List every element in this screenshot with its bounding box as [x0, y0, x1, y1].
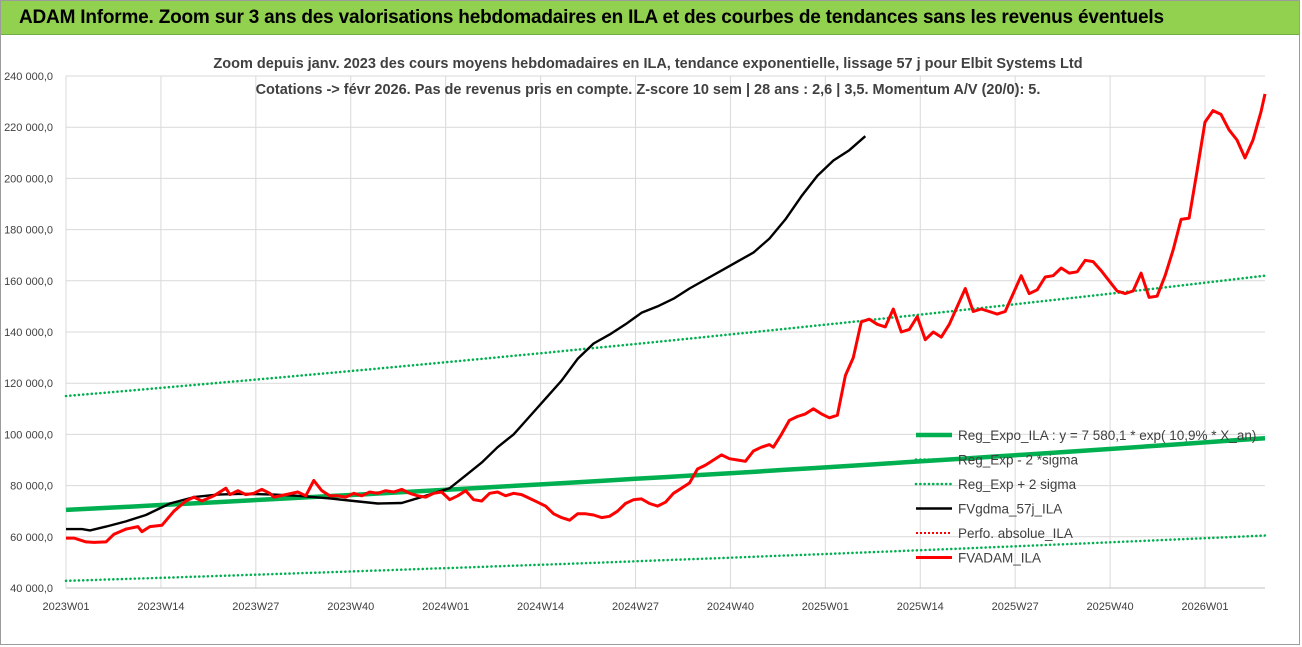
series-minus-2-sigma	[64, 534, 1267, 583]
x-tick-label: 2026W01	[1181, 601, 1228, 613]
x-tick-label: 2023W27	[232, 601, 279, 613]
legend-label-minus2: Reg_Exp - 2 *sigma	[958, 453, 1079, 468]
legend-label-reg_expo: Reg_Expo_ILA : y = 7 580,1 * exp( 10,9% …	[958, 428, 1256, 443]
legend: Reg_Expo_ILA : y = 7 580,1 * exp( 10,9% …	[914, 428, 1256, 566]
chart-title-line2: Cotations -> févr 2026. Pas de revenus p…	[256, 82, 1041, 98]
x-tick-label: 2025W01	[802, 601, 849, 613]
y-tick-label: 180 000,0	[4, 225, 53, 237]
y-axis: 40 000,0 60 000,0 80 000,0 100 000,0 120 000…	[4, 71, 53, 595]
x-tick-label: 2024W27	[612, 601, 659, 613]
x-tick-label: 2025W27	[992, 601, 1039, 613]
series-plus-2-sigma	[64, 274, 1267, 398]
y-tick-label: 100 000,0	[4, 429, 53, 441]
y-tick-label: 60 000,0	[10, 532, 53, 544]
legend-label-smooth: FVgdma_57j_ILA	[958, 502, 1062, 517]
y-tick-label: 160 000,0	[4, 276, 53, 288]
x-axis: 2023W01 2023W14 2023W27 2023W40 2024W01 2024W…	[42, 601, 1228, 613]
y-tick-label: 240 000,0	[4, 71, 53, 83]
y-tick-label: 80 000,0	[10, 481, 53, 493]
y-tick-label: 140 000,0	[4, 327, 53, 339]
series-fvadam-price	[66, 93, 1267, 544]
grid	[65, 75, 1265, 589]
x-tick-label: 2025W40	[1087, 601, 1134, 613]
x-tick-label: 2024W14	[517, 601, 564, 613]
legend-label-plus2: Reg_Exp + 2 sigma	[958, 477, 1077, 492]
series-smooth-57j	[66, 135, 867, 532]
x-tick-label: 2023W14	[137, 601, 184, 613]
x-tick-label: 2024W01	[422, 601, 469, 613]
x-tick-label: 2024W40	[707, 601, 754, 613]
x-tick-label: 2023W01	[42, 601, 89, 613]
chart-title-line1: Zoom depuis janv. 2023 des cours moyens …	[213, 56, 1082, 72]
page-title: ADAM Informe. Zoom sur 3 ans des valoris…	[19, 7, 1164, 28]
x-tick-label: 2025W14	[897, 601, 944, 613]
y-tick-label: 200 000,0	[4, 173, 53, 185]
header-bar: ADAM Informe. Zoom sur 3 ans des valoris…	[1, 1, 1299, 35]
series-reg-expo	[65, 435, 1266, 513]
y-tick-label: 120 000,0	[4, 378, 53, 390]
legend-label-perf: Perfo. absolue_ILA	[958, 526, 1073, 541]
legend-label-price: FVADAM_ILA	[958, 551, 1041, 566]
y-tick-label: 40 000,0	[10, 583, 53, 595]
y-tick-label: 220 000,0	[4, 122, 53, 134]
series	[64, 93, 1267, 583]
x-tick-label: 2023W40	[327, 601, 374, 613]
